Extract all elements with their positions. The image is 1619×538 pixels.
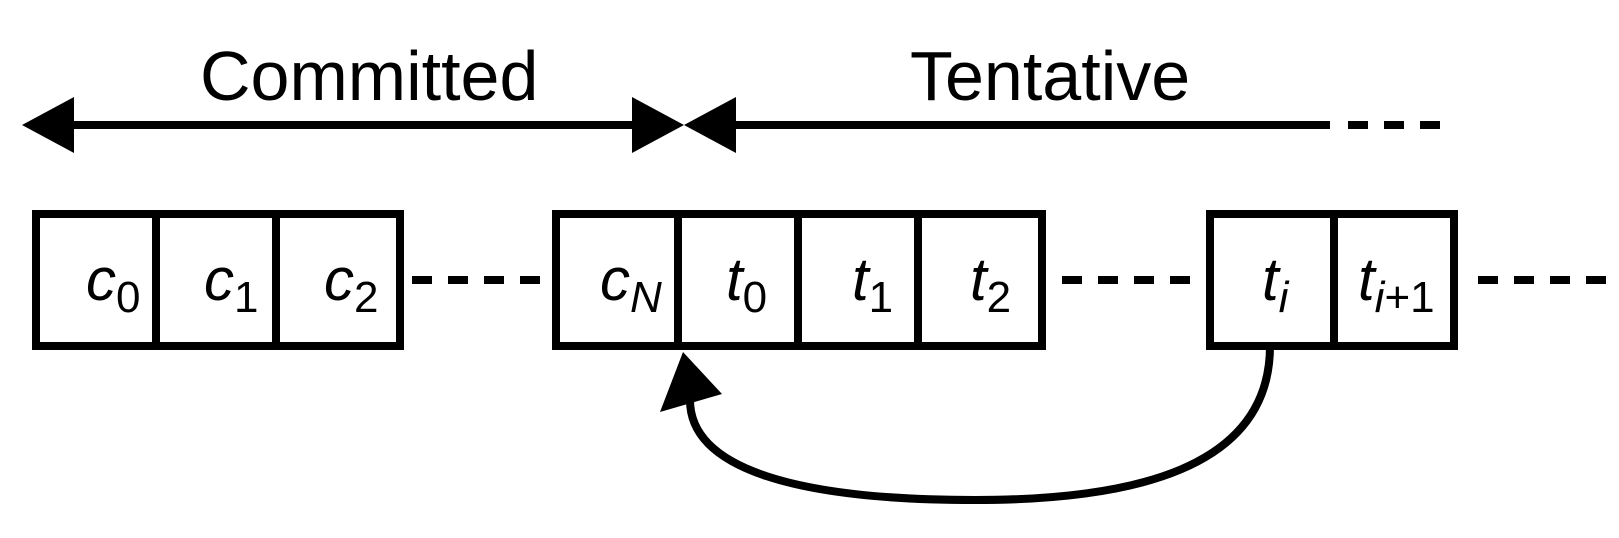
- label-t2: t2: [970, 246, 1011, 322]
- cell-t2: [914, 210, 1046, 350]
- svg-text:t2: t2: [970, 246, 1011, 322]
- tentative-arrow-left-head: [684, 97, 736, 153]
- svg-text:ti: ti: [1262, 246, 1290, 322]
- svg-text:t1: t1: [852, 246, 893, 322]
- label-t1: t1: [852, 246, 893, 322]
- svg-text:ti+1: ti+1: [1358, 246, 1435, 322]
- cell-c1: [152, 210, 280, 350]
- svg-text:c0: c0: [86, 246, 140, 322]
- committed-arrow-left-head: [22, 97, 74, 153]
- tentative-label: Tentative: [910, 37, 1190, 115]
- svg-text:cN: cN: [600, 246, 662, 322]
- cell-c2: [272, 210, 404, 350]
- cell-t1: [794, 210, 922, 350]
- label-c1: c1: [204, 246, 258, 322]
- label-ti: ti: [1262, 246, 1290, 322]
- cell-c0: [32, 210, 160, 350]
- label-t0: t0: [726, 246, 767, 322]
- cell-ti-plus-1: [1330, 210, 1458, 350]
- label-c0: c0: [86, 246, 140, 322]
- svg-text:c2: c2: [324, 246, 378, 322]
- svg-text:c1: c1: [204, 246, 258, 322]
- label-ti-plus-1: ti+1: [1358, 246, 1435, 322]
- rollback-arrow-head: [660, 352, 722, 412]
- rollback-arrow-curve: [686, 345, 1274, 505]
- committed-label: Committed: [200, 37, 538, 115]
- svg-text:t0: t0: [726, 246, 767, 322]
- committed-arrow-right-head: [632, 97, 684, 153]
- label-c2: c2: [324, 246, 378, 322]
- label-cN: cN: [600, 246, 662, 322]
